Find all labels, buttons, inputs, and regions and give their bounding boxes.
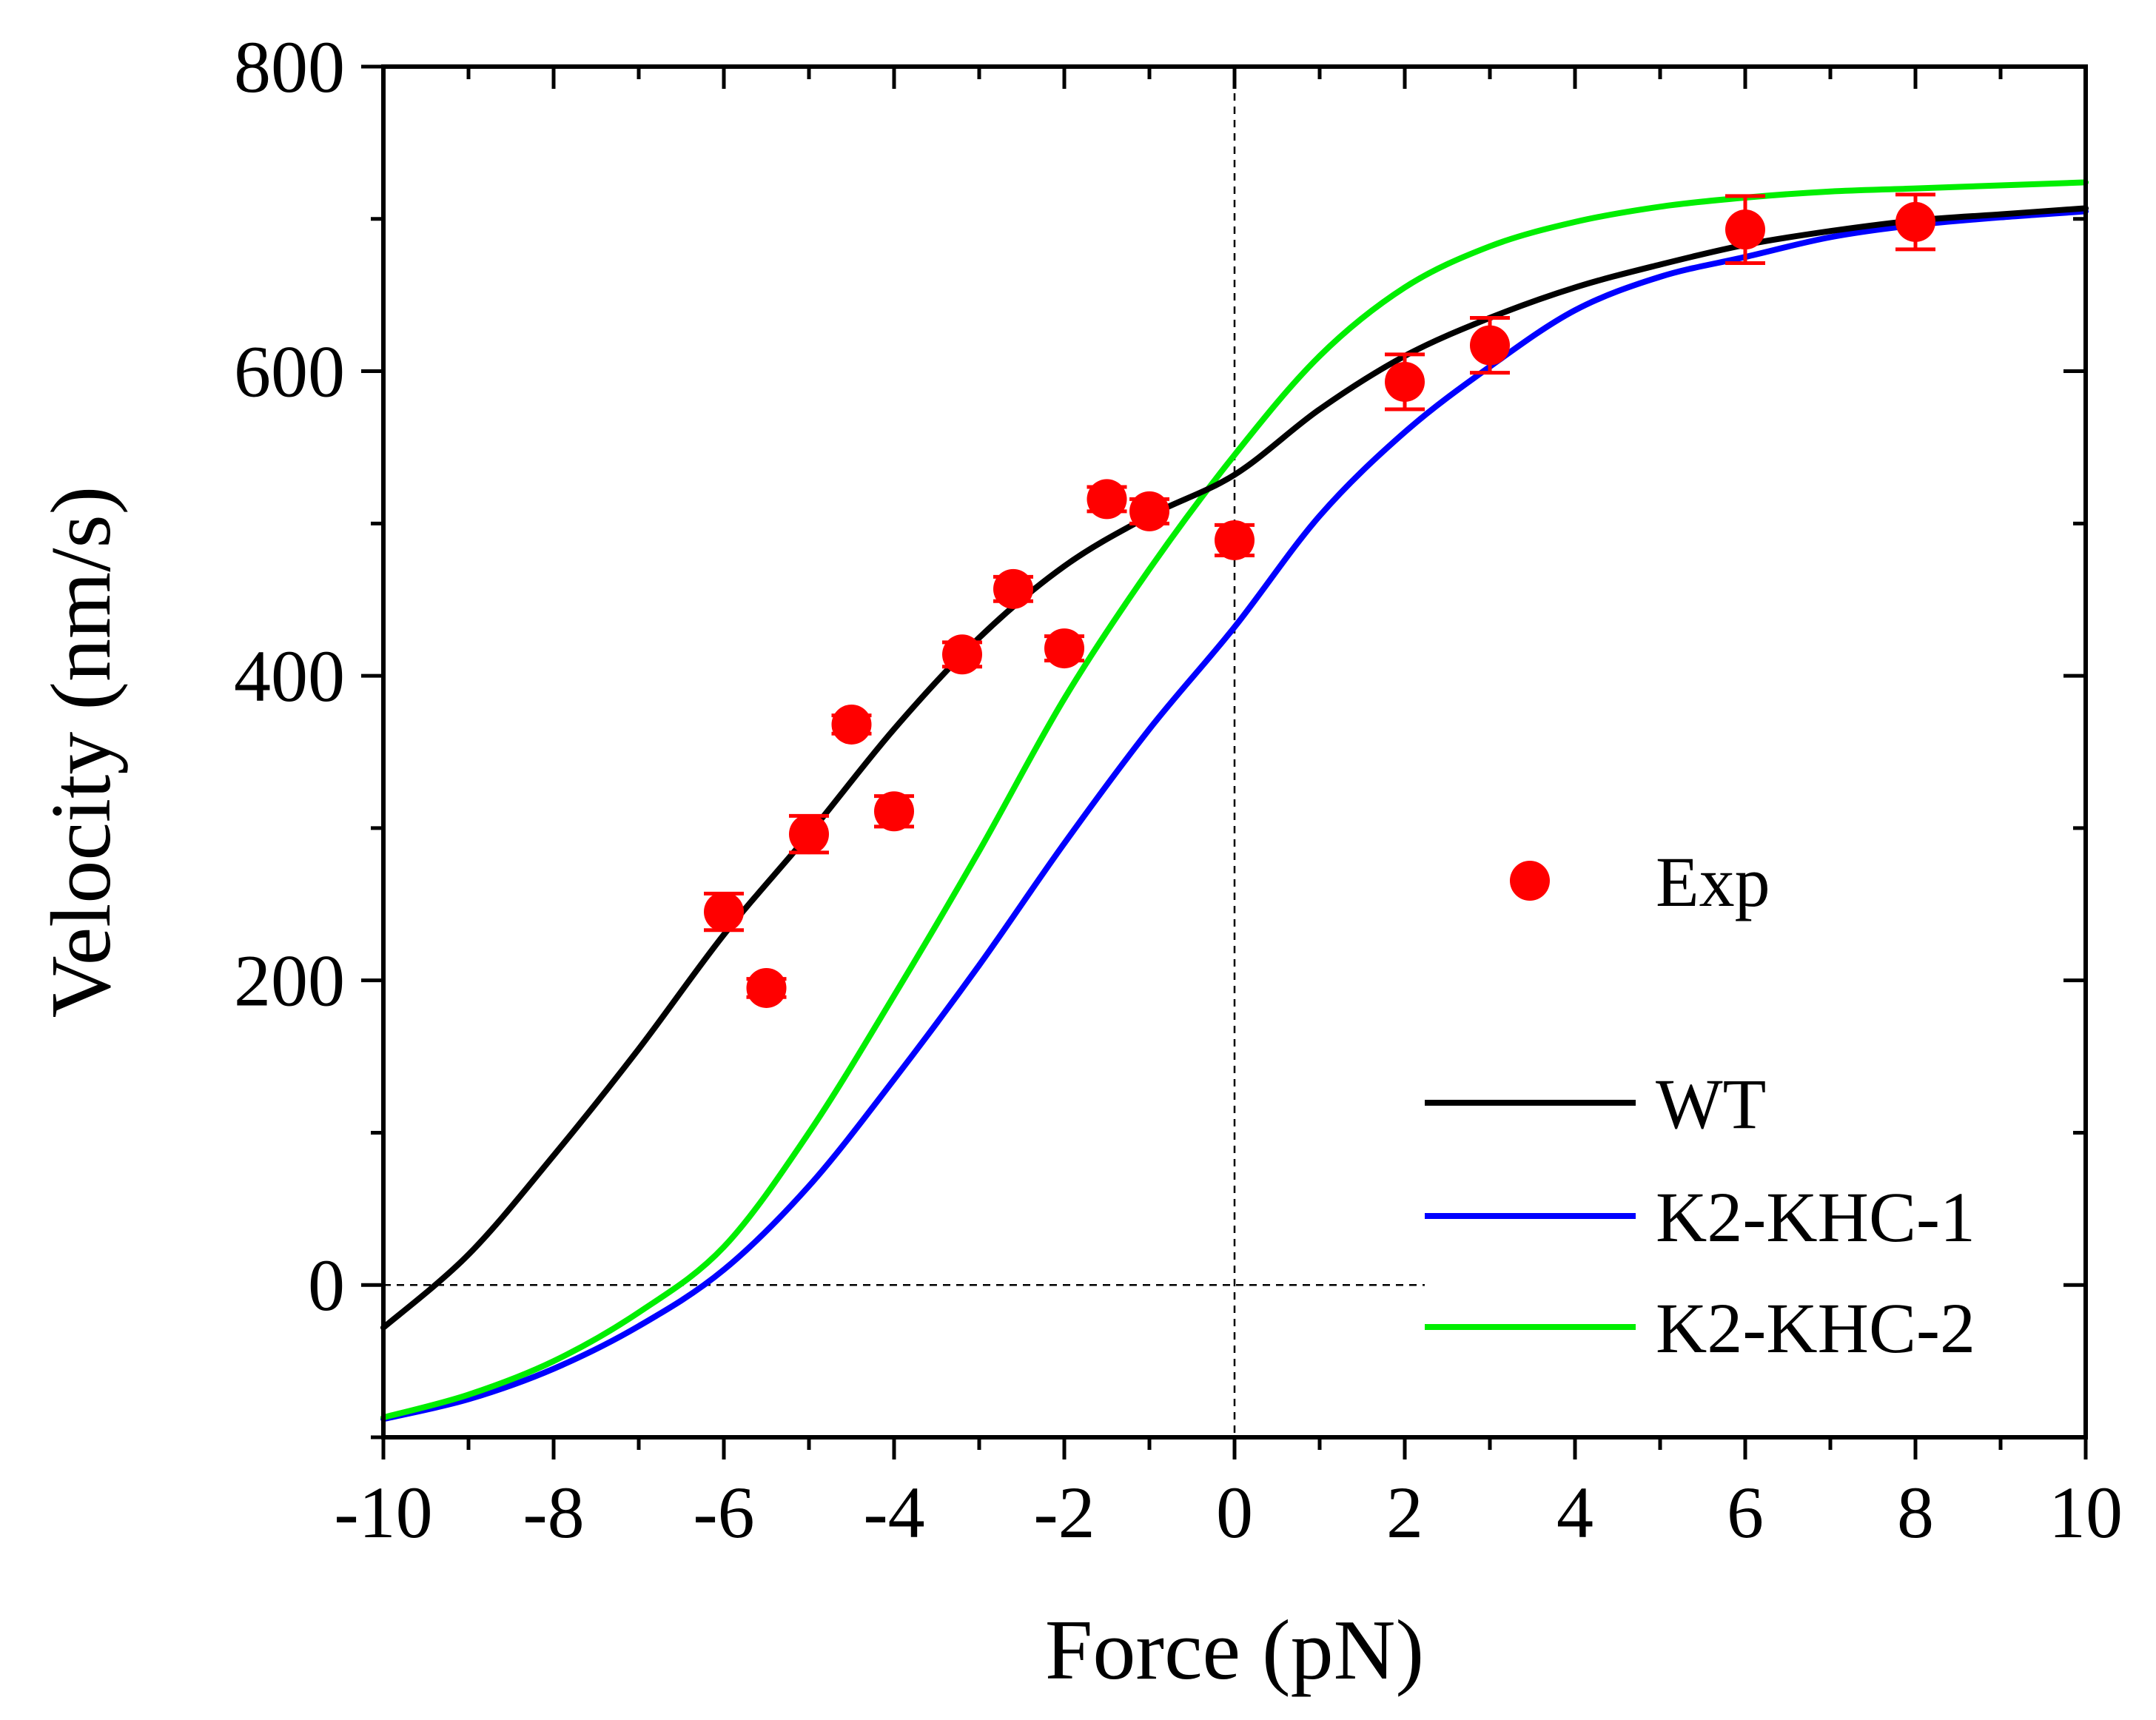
x-tick-label: 2 — [1386, 1471, 1423, 1553]
x-tick-label: -10 — [334, 1471, 432, 1553]
exp-data-point — [1895, 192, 1935, 252]
exp-marker — [831, 704, 872, 745]
x-tick-label: -8 — [523, 1471, 584, 1553]
exp-data-point — [1215, 520, 1255, 560]
exp-data-point — [942, 634, 982, 675]
experimental-points — [704, 192, 1935, 1008]
exp-data-point — [704, 891, 744, 933]
exp-data-point — [1129, 491, 1169, 531]
exp-marker — [1895, 201, 1935, 242]
exp-marker — [746, 967, 787, 1008]
exp-data-point — [789, 813, 829, 855]
exp-data-point — [1044, 628, 1084, 669]
legend: Exp WT K2-KHC-1 K2-KHC-2 — [1425, 842, 1975, 1368]
exp-marker — [1385, 361, 1425, 402]
exp-marker — [1129, 491, 1169, 531]
x-tick-label: -6 — [693, 1471, 754, 1553]
y-tick-label: 200 — [234, 940, 345, 1022]
y-tick-labels: 0 200 400 600 800 — [234, 26, 345, 1326]
exp-data-point — [874, 791, 914, 832]
y-axis-title: Velocity (nm/s) — [34, 486, 129, 1018]
x-tick-label: 8 — [1897, 1471, 1934, 1553]
exp-marker — [704, 892, 744, 933]
legend-label-k2-khc-2: K2-KHC-2 — [1656, 1289, 1975, 1368]
y-tick-label: 400 — [234, 635, 345, 717]
series-line-wt — [380, 205, 2089, 1331]
exp-marker — [1087, 479, 1127, 520]
axis-ticks — [361, 64, 2088, 1459]
exp-data-point — [1725, 194, 1765, 265]
exp-marker — [993, 568, 1033, 609]
exp-marker — [1725, 209, 1765, 250]
y-tick-label: 0 — [308, 1244, 345, 1326]
exp-data-point — [1087, 479, 1127, 520]
exp-data-point — [1470, 316, 1510, 375]
x-tick-label: -4 — [863, 1471, 924, 1553]
y-tick-label: 600 — [234, 331, 345, 413]
series-line-k2-khc-1 — [380, 208, 2089, 1422]
exp-marker — [1044, 628, 1084, 669]
x-tick-label: 6 — [1727, 1471, 1764, 1553]
x-tick-label: 0 — [1216, 1471, 1253, 1553]
exp-marker — [874, 791, 914, 832]
exp-data-point — [1385, 352, 1425, 411]
exp-data-point — [993, 568, 1033, 609]
x-axis-title: Force (pN) — [1045, 1603, 1424, 1698]
x-tick-labels: -10 -8 -6 -4 -2 0 2 4 6 8 10 — [334, 1471, 2123, 1553]
exp-marker — [942, 634, 982, 675]
legend-label-k2-khc-1: K2-KHC-1 — [1656, 1178, 1975, 1257]
reference-lines — [383, 67, 1425, 1437]
exp-marker — [1215, 520, 1255, 560]
x-tick-label: 4 — [1556, 1471, 1594, 1553]
x-tick-label: -2 — [1033, 1471, 1095, 1553]
exp-marker — [1470, 325, 1510, 366]
exp-data-point — [746, 967, 787, 1008]
exp-marker — [789, 814, 829, 855]
exp-data-point — [831, 704, 872, 745]
legend-label-exp: Exp — [1656, 842, 1770, 921]
y-tick-label: 800 — [234, 26, 345, 108]
legend-marker-exp — [1510, 861, 1550, 901]
x-tick-label: 10 — [2049, 1471, 2123, 1553]
legend-label-wt: WT — [1656, 1064, 1766, 1143]
